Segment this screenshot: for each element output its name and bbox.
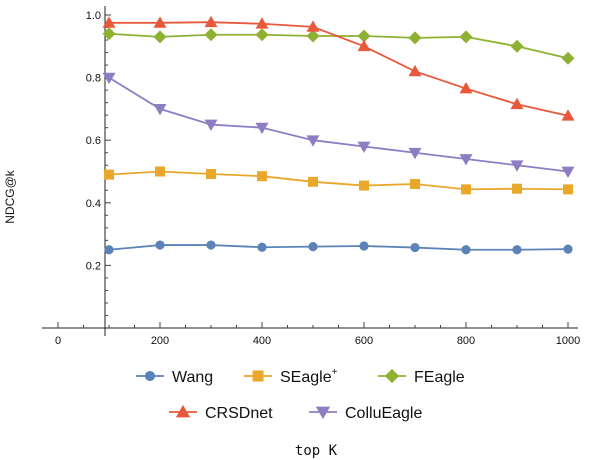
data-point-wang bbox=[359, 241, 369, 251]
data-point-feagle bbox=[459, 30, 473, 44]
data-point-wang bbox=[461, 245, 471, 255]
x-tick-label: 200 bbox=[151, 335, 169, 347]
data-point-collueagle bbox=[204, 119, 218, 132]
legend-marker-seagle bbox=[252, 370, 264, 382]
legend: Wang SEagle+ FEagle CRSDnet ColluEagle bbox=[136, 367, 465, 422]
data-point-wang bbox=[563, 244, 573, 254]
data-point-crsdnet bbox=[408, 64, 422, 77]
x-tick-label: 400 bbox=[253, 335, 271, 347]
series-line-collueagle bbox=[108, 76, 569, 173]
legend-label-crsdnet: CRSDnet bbox=[205, 405, 273, 422]
legend-label-wang: Wang bbox=[172, 369, 213, 386]
data-point-crsdnet bbox=[357, 39, 371, 52]
axes: 0 200 400 600 800 1000 0.2 0.4 0.6 0.8 1.0 bbox=[42, 6, 580, 347]
data-point-crsdnet bbox=[306, 20, 320, 32]
y-tick-label: 0.4 bbox=[86, 198, 101, 210]
data-point-wang bbox=[512, 245, 522, 255]
data-point-feagle bbox=[153, 30, 167, 44]
data-point-crsdnet bbox=[204, 15, 218, 28]
legend-marker-wang bbox=[144, 370, 156, 382]
data-point-feagle bbox=[255, 28, 269, 42]
series-line-wang bbox=[108, 244, 569, 251]
x-tick-label: 0 bbox=[55, 335, 61, 347]
data-point-collueagle bbox=[408, 147, 422, 160]
data-point-crsdnet bbox=[561, 109, 575, 121]
data-point-wang bbox=[155, 240, 165, 250]
data-point-seagle bbox=[563, 184, 573, 195]
y-tick-label: 1.0 bbox=[86, 10, 101, 22]
data-point-seagle bbox=[359, 180, 369, 191]
data-point-crsdnet bbox=[510, 97, 524, 110]
data-point-feagle bbox=[204, 28, 218, 42]
y-tick-label: 0.2 bbox=[86, 260, 101, 272]
data-point-collueagle bbox=[255, 122, 269, 135]
series-feagle bbox=[102, 27, 575, 65]
data-point-wang bbox=[257, 242, 267, 252]
data-point-feagle bbox=[357, 29, 371, 43]
data-point-collueagle bbox=[459, 154, 473, 166]
legend-item-collueagle: ColluEagle bbox=[309, 405, 422, 422]
data-point-crsdnet bbox=[102, 16, 116, 28]
data-point-crsdnet bbox=[255, 17, 269, 29]
data-point-seagle bbox=[155, 166, 165, 177]
series-group bbox=[102, 15, 575, 255]
data-point-seagle bbox=[512, 183, 522, 194]
legend-label-feagle: FEagle bbox=[414, 369, 465, 386]
data-point-collueagle bbox=[510, 160, 524, 172]
data-point-seagle bbox=[461, 184, 471, 195]
legend-label-seagle: SEagle+ bbox=[280, 367, 338, 386]
data-point-collueagle bbox=[102, 72, 116, 85]
data-point-wang bbox=[206, 240, 216, 250]
data-point-collueagle bbox=[306, 135, 320, 147]
data-point-feagle bbox=[408, 31, 422, 45]
x-tick-label: 1000 bbox=[556, 335, 580, 347]
data-point-seagle bbox=[206, 169, 216, 180]
data-point-collueagle bbox=[153, 104, 167, 116]
x-tick-label: 800 bbox=[457, 335, 475, 347]
y-tick-label: 0.6 bbox=[86, 135, 101, 147]
legend-label-superscript: + bbox=[332, 367, 338, 378]
legend-item-wang: Wang bbox=[136, 369, 213, 386]
series-line-seagle bbox=[108, 170, 569, 191]
data-point-feagle bbox=[102, 27, 116, 41]
legend-item-crsdnet: CRSDnet bbox=[169, 404, 273, 422]
legend-marker-collueagle bbox=[315, 406, 331, 420]
data-point-collueagle bbox=[561, 166, 575, 178]
data-point-wang bbox=[104, 245, 114, 255]
legend-label-collueagle: ColluEagle bbox=[345, 405, 422, 422]
data-point-crsdnet bbox=[459, 82, 473, 94]
x-axis-title: top K bbox=[295, 443, 338, 459]
x-tick-label: 600 bbox=[355, 335, 373, 347]
legend-item-feagle: FEagle bbox=[378, 368, 465, 386]
y-axis-title: NDCG@k bbox=[3, 169, 17, 224]
data-point-feagle bbox=[306, 29, 320, 43]
data-point-collueagle bbox=[357, 141, 371, 153]
legend-marker-feagle bbox=[384, 368, 400, 384]
y-tick-label: 0.8 bbox=[86, 73, 101, 85]
series-line-crsdnet bbox=[109, 21, 569, 117]
series-seagle bbox=[104, 166, 573, 195]
series-wang bbox=[104, 240, 573, 255]
data-point-crsdnet bbox=[153, 16, 167, 28]
legend-marker-crsdnet bbox=[175, 404, 191, 418]
series-crsdnet bbox=[102, 15, 575, 121]
data-point-wang bbox=[410, 242, 420, 253]
data-point-seagle bbox=[410, 179, 420, 190]
series-collueagle bbox=[102, 72, 575, 178]
data-point-feagle bbox=[510, 39, 524, 53]
data-point-feagle bbox=[561, 51, 575, 65]
data-point-seagle bbox=[308, 176, 318, 187]
legend-item-seagle: SEagle+ bbox=[244, 367, 338, 386]
data-point-seagle bbox=[257, 171, 267, 182]
data-point-wang bbox=[308, 242, 318, 252]
data-point-seagle bbox=[104, 169, 114, 180]
